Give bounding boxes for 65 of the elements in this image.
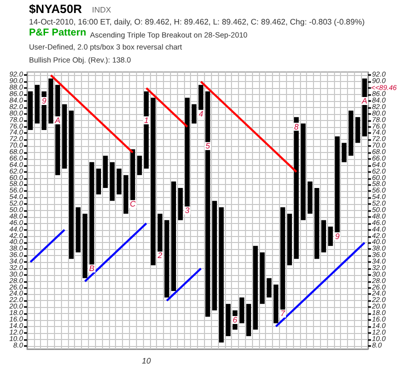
bar xyxy=(308,182,312,214)
bar xyxy=(124,175,128,214)
line-series xyxy=(200,80,298,173)
annotation: 9 xyxy=(42,96,47,106)
annotation: 5 xyxy=(206,142,211,151)
bar xyxy=(48,78,54,124)
annotation: 6 xyxy=(232,316,238,325)
annotation: C xyxy=(130,200,136,209)
bar xyxy=(239,297,244,324)
bar xyxy=(212,200,217,310)
bar xyxy=(171,182,176,292)
bar xyxy=(103,156,108,188)
bar xyxy=(150,98,156,266)
bar xyxy=(96,168,101,194)
bar xyxy=(82,214,88,278)
bar xyxy=(321,220,326,252)
bar xyxy=(68,110,74,259)
bar xyxy=(246,304,252,336)
bar xyxy=(116,168,122,194)
bar xyxy=(355,117,360,143)
bar xyxy=(76,207,81,252)
annotation: 1 xyxy=(144,116,149,125)
bar xyxy=(266,278,272,298)
annotation: 7 xyxy=(280,309,286,318)
bar xyxy=(253,246,258,330)
annotation: B xyxy=(89,264,96,273)
line-series xyxy=(166,267,202,302)
line-series xyxy=(29,228,66,264)
annotation: A xyxy=(360,96,368,106)
line-series xyxy=(50,74,134,154)
bar xyxy=(192,104,196,124)
line-series xyxy=(145,87,188,128)
text: P&F Pattern xyxy=(29,28,86,38)
bar xyxy=(362,78,367,136)
annotation: 8 xyxy=(294,122,300,132)
bar xyxy=(287,214,292,266)
bar xyxy=(342,142,347,162)
bar xyxy=(274,284,278,324)
annotation: 3 xyxy=(185,206,190,215)
annotation: A xyxy=(54,116,60,125)
bar xyxy=(178,188,183,220)
bar xyxy=(28,91,33,130)
bar xyxy=(62,104,67,169)
bar xyxy=(314,188,320,259)
text: INDX xyxy=(92,6,112,14)
bar xyxy=(164,220,170,298)
bar xyxy=(300,124,306,220)
bar xyxy=(348,110,354,156)
annotation: 9 xyxy=(335,232,340,241)
chart-subtitle: 14-Oct-2010, 16:00 ET, daily, O: 89.462, H: 89.462, L: 89.462, C: 89.462, Chg: -0.803 (-0.89%) xyxy=(29,18,365,26)
bar xyxy=(137,156,142,176)
line-series xyxy=(84,222,148,282)
x-tick-label: 10 xyxy=(142,356,152,366)
bar xyxy=(205,91,210,317)
bar xyxy=(218,207,224,343)
bar xyxy=(260,252,265,304)
bar xyxy=(294,117,299,259)
annotation: 4 xyxy=(198,109,204,118)
bar xyxy=(328,226,333,246)
line-series xyxy=(274,242,366,328)
bar xyxy=(34,84,40,124)
bar xyxy=(226,304,231,336)
annotation: 2 xyxy=(156,251,163,260)
bar xyxy=(110,162,115,201)
chart-title: $NYA50R xyxy=(29,2,82,16)
